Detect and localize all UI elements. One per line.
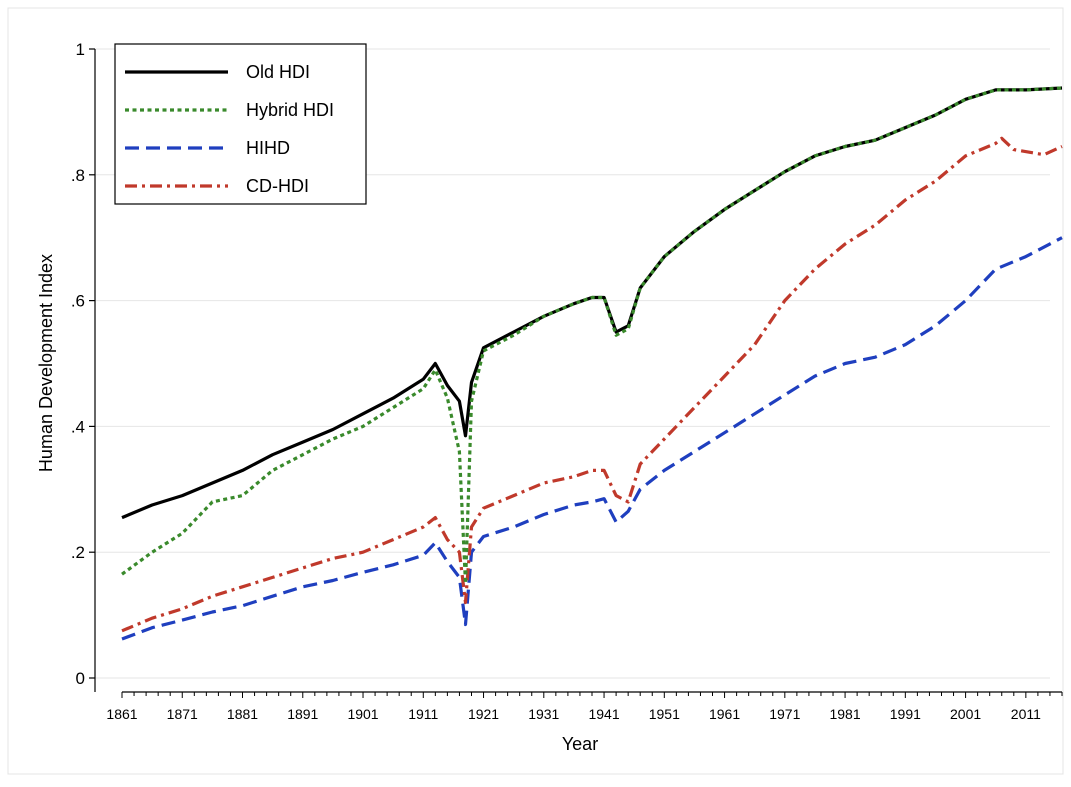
series-line-cd-hdi <box>121 136 1063 633</box>
x-axis-label: Year <box>562 734 598 754</box>
x-tick-label: 1911 <box>408 706 438 722</box>
legend-box <box>114 43 367 205</box>
series-line-hybrid-hdi <box>121 86 1063 586</box>
x-tick-label: 1981 <box>829 706 860 722</box>
x-tick-label: 1881 <box>227 706 258 722</box>
series-lines <box>121 86 1063 641</box>
y-axis-label: Human Development Index <box>36 254 56 472</box>
x-tick-label: 2011 <box>1011 706 1041 722</box>
y-tick-label: .2 <box>71 543 85 562</box>
x-tick-label: 1991 <box>890 706 921 722</box>
x-tick-label: 1861 <box>106 706 137 722</box>
y-axis-ticks: 0 .2 .4 .6 .8 1 <box>71 40 95 688</box>
legend-label: Old HDI <box>246 62 310 82</box>
x-tick-label: 2001 <box>950 706 981 722</box>
y-tick-label: .8 <box>71 166 85 185</box>
legend-label: Hybrid HDI <box>246 100 334 120</box>
x-tick-label: 1871 <box>167 706 198 722</box>
x-tick-label: 1921 <box>468 706 499 722</box>
x-tick-label: 1931 <box>528 706 559 722</box>
x-tick-label: 1891 <box>287 706 318 722</box>
chart-border <box>7 7 1064 775</box>
x-tick-label: 1971 <box>769 706 800 722</box>
x-tick-label: 1901 <box>347 706 378 722</box>
legend-items: Old HDI Hybrid HDI HIHD CD-HDI <box>125 62 334 196</box>
legend-label: HIHD <box>246 138 290 158</box>
series-line-hihd <box>121 236 1063 641</box>
x-tick-label: 1941 <box>588 706 619 722</box>
legend: Old HDI Hybrid HDI HIHD CD-HDI <box>114 43 367 205</box>
y-tick-label: 0 <box>76 669 85 688</box>
y-tick-label: .6 <box>71 292 85 311</box>
x-axis-ticks: 1861 1871 1881 1891 1901 1911 1921 1931 1941 1951… <box>106 692 1063 722</box>
legend-label: CD-HDI <box>246 176 309 196</box>
x-tick-label: 1961 <box>709 706 740 722</box>
y-tick-label: 1 <box>76 40 85 59</box>
x-tick-label: 1951 <box>649 706 680 722</box>
y-tick-label: .4 <box>71 417 85 436</box>
